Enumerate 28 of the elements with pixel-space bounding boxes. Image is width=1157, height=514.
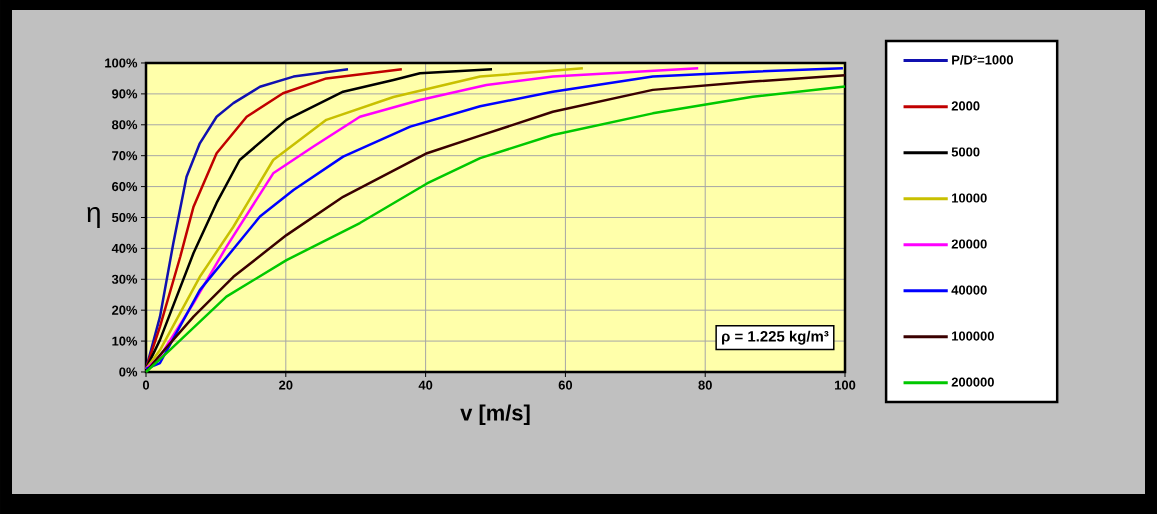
y-tick-label: 10% <box>112 336 138 346</box>
legend-label: 100000 <box>952 331 994 341</box>
x-tick-label: 20 <box>279 380 293 390</box>
legend-label: P/D²=1000 <box>952 55 1013 65</box>
legend-label: 200000 <box>951 377 994 387</box>
x-tick-label: 60 <box>558 380 573 390</box>
y-tick-label: 90% <box>112 89 138 99</box>
x-axis-title: v [m/s] <box>460 404 530 425</box>
y-tick-label: 70% <box>112 151 138 161</box>
y-axis-title: η <box>87 207 100 228</box>
y-tick-label: 50% <box>111 212 138 223</box>
y-tick-label: 60% <box>112 182 138 192</box>
x-tick-label: 80 <box>698 380 712 390</box>
legend-label: 20000 <box>951 239 987 249</box>
legend-label: 2000 <box>951 101 980 111</box>
y-tick-label: 40% <box>111 243 138 253</box>
y-tick-label: 0% <box>119 367 138 377</box>
y-tick-label: 30% <box>111 274 138 284</box>
y-tick-label: 20% <box>112 305 138 315</box>
x-tick-label: 100 <box>835 380 856 390</box>
x-tick-label: 40 <box>418 380 433 390</box>
legend-label: 40000 <box>951 285 987 295</box>
annotation: ρ = 1.225 kg/m³ <box>721 330 829 345</box>
y-tick-label: 80% <box>111 120 138 130</box>
legend-label: 10000 <box>952 193 987 203</box>
legend-label: 5000 <box>951 147 980 157</box>
x-tick-label: 0 <box>142 380 150 390</box>
y-tick-label: 100% <box>105 58 138 68</box>
